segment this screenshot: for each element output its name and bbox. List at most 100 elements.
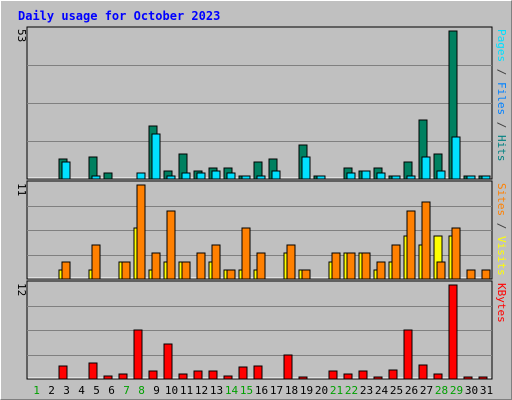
bar-kbytes-day-22 (343, 373, 353, 380)
legend-entry: Visits (495, 236, 508, 276)
x-tick-label-day-6: 6 (108, 384, 115, 397)
legend-entry: Files (495, 82, 508, 115)
legend-entry: Sites (495, 183, 508, 216)
bar-kbytes-day-27 (418, 364, 428, 380)
bar-kbytes-day-23 (358, 370, 368, 380)
bar-kbytes-day-29 (448, 284, 458, 380)
x-tick-label-day-24: 24 (375, 384, 389, 397)
bar-kbytes-day-24 (373, 376, 383, 380)
bar-sites-day-22 (346, 252, 356, 280)
x-tick-label-day-11: 11 (180, 384, 193, 397)
legend-entry: KBytes (495, 283, 508, 323)
x-tick-label-day-18: 18 (285, 384, 298, 397)
bar-pages-day-20 (316, 175, 326, 180)
bar-sites-day-13 (211, 244, 221, 280)
x-tick-label-day-14: 14 (225, 384, 239, 397)
bar-pages-day-3 (61, 161, 71, 180)
bar-sites-day-10 (166, 210, 176, 280)
bar-sites-day-14 (226, 269, 236, 280)
x-tick-label-day-13: 13 (210, 384, 223, 397)
bar-pages-day-29 (451, 136, 461, 180)
bar-kbytes-day-12 (193, 370, 203, 380)
bar-sites-day-21 (331, 252, 341, 280)
x-tick-label-day-12: 12 (195, 384, 208, 397)
bar-pages-day-30 (466, 175, 476, 180)
bar-kbytes-day-10 (163, 343, 173, 380)
bar-pages-day-8 (136, 172, 146, 180)
bar-kbytes-day-3 (58, 365, 68, 380)
bar-kbytes-day-28 (433, 373, 443, 380)
x-tick-label-day-20: 20 (315, 384, 328, 397)
legend-visits-sites: Sites / Visits (495, 183, 508, 276)
bar-kbytes-day-15 (238, 366, 248, 380)
bar-kbytes-day-14 (223, 375, 233, 380)
bar-kbytes-day-6 (103, 375, 113, 380)
legend-entry: / (495, 216, 508, 236)
legend-kbytes: KBytes (495, 283, 508, 323)
x-tick-label-day-27: 27 (420, 384, 433, 397)
x-tick-label-day-21: 21 (330, 384, 343, 397)
x-tick-label-day-9: 9 (153, 384, 160, 397)
bar-kbytes-day-18 (283, 354, 293, 380)
bar-kbytes-day-9 (148, 370, 158, 380)
bar-sites-day-31 (481, 269, 491, 280)
bar-sites-day-30 (466, 269, 476, 280)
x-tick-label-day-31: 31 (480, 384, 493, 397)
bar-sites-day-26 (406, 210, 416, 280)
bar-sites-day-28 (436, 261, 446, 280)
bar-sites-day-24 (376, 261, 386, 280)
bar-sites-day-25 (391, 244, 401, 280)
x-tick-label-day-4: 4 (78, 384, 85, 397)
bar-sites-day-27 (421, 201, 431, 280)
bar-kbytes-day-5 (88, 362, 98, 380)
bar-kbytes-day-19 (298, 376, 308, 380)
bar-pages-day-15 (241, 175, 251, 180)
x-tick-label-day-28: 28 (435, 384, 448, 397)
bar-pages-day-27 (421, 156, 431, 180)
y-max-label: 53 (15, 29, 28, 42)
bar-kbytes-day-16 (253, 365, 263, 380)
x-tick-label-day-25: 25 (390, 384, 403, 397)
legend-entry: Hits (495, 135, 508, 162)
x-tick-label-day-10: 10 (165, 384, 178, 397)
x-tick-label-day-16: 16 (255, 384, 268, 397)
bar-sites-day-5 (91, 244, 101, 280)
bar-pages-day-16 (256, 175, 266, 180)
y-max-label: 12 (15, 283, 28, 296)
x-tick-label-day-5: 5 (93, 384, 100, 397)
x-tick-label-day-8: 8 (138, 384, 145, 397)
legend-entry: / (495, 115, 508, 135)
bar-kbytes-day-31 (478, 376, 488, 380)
chart-title: Daily usage for October 2023 (18, 9, 220, 23)
legend-entry: / (495, 62, 508, 82)
bar-sites-day-29 (451, 227, 461, 280)
x-tick-label-day-29: 29 (450, 384, 463, 397)
x-tick-label-day-2: 2 (48, 384, 55, 397)
bar-pages-day-17 (271, 170, 281, 180)
bar-kbytes-day-11 (178, 373, 188, 380)
bar-sites-day-18 (286, 244, 296, 280)
bar-sites-day-19 (301, 269, 311, 280)
bar-kbytes-day-26 (403, 329, 413, 380)
bar-pages-day-24 (376, 172, 386, 180)
bar-kbytes-day-8 (133, 329, 143, 380)
bar-sites-day-11 (181, 261, 191, 280)
bar-pages-day-19 (301, 156, 311, 180)
bar-pages-day-10 (166, 175, 176, 180)
x-tick-label-day-3: 3 (63, 384, 70, 397)
x-tick-label-day-22: 22 (345, 384, 358, 397)
bar-pages-day-11 (181, 172, 191, 180)
x-tick-label-day-23: 23 (360, 384, 373, 397)
bar-pages-day-23 (361, 170, 371, 180)
bar-pages-day-28 (436, 170, 446, 180)
bar-sites-day-7 (121, 261, 131, 280)
bar-kbytes-day-13 (208, 370, 218, 380)
x-tick-label-day-7: 7 (123, 384, 130, 397)
bar-sites-day-8 (136, 184, 146, 280)
bar-sites-day-15 (241, 227, 251, 280)
bar-sites-day-3 (61, 261, 71, 280)
bar-kbytes-day-30 (463, 376, 473, 380)
bar-hits-day-6 (103, 172, 113, 180)
legend-hits-files-pages: Pages / Files / Hits (495, 29, 508, 162)
